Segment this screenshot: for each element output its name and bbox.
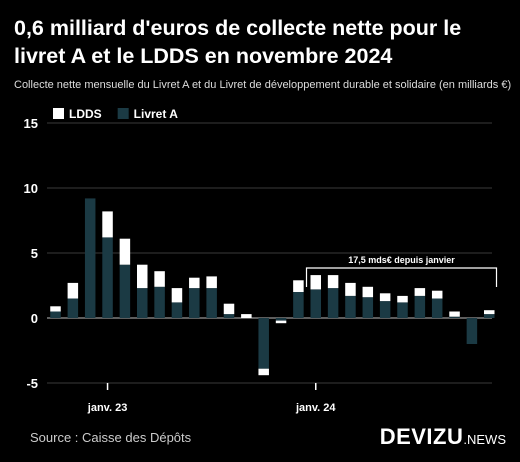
chart-title: 0,6 milliard d'euros de collecte nette p… <box>14 16 462 68</box>
bar-chart: -5 0 5 10 15 janv. 23 janv. 24 LDDS Livret A 1… <box>24 107 498 414</box>
bar-livret-a <box>67 298 79 318</box>
bar-ldds <box>206 276 217 289</box>
y-tick-label: -5 <box>26 376 38 391</box>
bar-livret-a <box>414 295 426 318</box>
y-tick-label: 5 <box>31 246 38 261</box>
x-tick-label: janv. 23 <box>87 402 128 414</box>
bar-livret-a <box>275 318 287 321</box>
bars <box>50 198 495 376</box>
bar-livret-a <box>189 288 200 318</box>
bar-ldds <box>397 295 408 303</box>
bar-livret-a <box>293 292 304 318</box>
legend-swatch-ldds <box>53 108 64 119</box>
bar-ldds <box>67 282 79 299</box>
bar-ldds <box>119 238 131 265</box>
bar-ldds <box>102 211 113 238</box>
x-axis-ticks: janv. 23 janv. 24 <box>87 383 336 414</box>
bar-livret-a <box>362 297 374 318</box>
y-tick-label: 15 <box>24 116 38 131</box>
legend-label-ldds: LDDS <box>69 107 102 121</box>
bar-livret-a <box>119 264 131 318</box>
bar-ldds <box>171 288 183 303</box>
bar-livret-a <box>310 289 321 318</box>
x-tick-label: janv. 24 <box>295 402 336 414</box>
bar-livret-a <box>449 316 460 318</box>
bar-ldds <box>189 277 200 289</box>
bar-ldds <box>137 264 148 289</box>
bar-livret-a <box>397 302 408 318</box>
bar-livret-a <box>137 288 148 318</box>
bar-ldds <box>275 320 287 324</box>
legend-swatch-livret-a <box>117 108 129 119</box>
bar-ldds <box>50 306 61 312</box>
bar-livret-a <box>431 298 443 318</box>
bar-livret-a <box>258 318 269 369</box>
bar-livret-a <box>466 318 478 344</box>
legend-label-livret-a: Livret A <box>134 107 179 121</box>
brand-logo: DEVIZU.NEWS <box>380 424 506 450</box>
bar-ldds <box>379 293 391 302</box>
bar-livret-a <box>484 314 495 318</box>
chart-subtitle: Collecte nette mensuelle du Livret A et … <box>14 79 512 91</box>
annotation: 17,5 mds€ depuis janvier <box>305 255 498 287</box>
bar-ldds <box>484 310 495 315</box>
bar-livret-a <box>84 198 96 318</box>
y-axis-ticks: -5 0 5 10 15 <box>24 116 38 391</box>
y-tick-label: 0 <box>31 311 38 326</box>
bar-ldds <box>327 275 339 289</box>
bar-ldds <box>414 288 426 296</box>
bar-livret-a <box>206 288 217 318</box>
bar-ldds <box>154 271 165 287</box>
bar-livret-a <box>379 301 391 318</box>
bar-ldds <box>223 303 235 315</box>
logo-suffix: .NEWS <box>463 432 506 447</box>
bar-ldds <box>310 275 321 290</box>
source-note: Source : Caisse des Dépôts <box>30 430 192 445</box>
bar-ldds <box>362 286 374 298</box>
bar-ldds <box>431 290 443 299</box>
bar-ldds <box>293 280 304 292</box>
bar-livret-a <box>102 237 113 318</box>
bar-livret-a <box>327 288 339 318</box>
annotation-bracket <box>305 267 498 287</box>
grid-lines <box>47 122 492 384</box>
bar-ldds <box>258 368 269 376</box>
bar-ldds <box>241 314 252 318</box>
bar-ldds <box>345 282 356 296</box>
bar-livret-a <box>223 314 235 318</box>
y-tick-label: 10 <box>24 181 38 196</box>
bar-livret-a <box>171 302 183 318</box>
annotation-label: 17,5 mds€ depuis janvier <box>348 255 455 265</box>
bar-livret-a <box>154 286 165 318</box>
bar-livret-a <box>50 311 61 318</box>
bar-livret-a <box>345 295 356 318</box>
legend: LDDS Livret A <box>53 107 178 121</box>
bar-ldds <box>449 311 460 317</box>
logo-main: DEVIZU <box>379 424 464 449</box>
